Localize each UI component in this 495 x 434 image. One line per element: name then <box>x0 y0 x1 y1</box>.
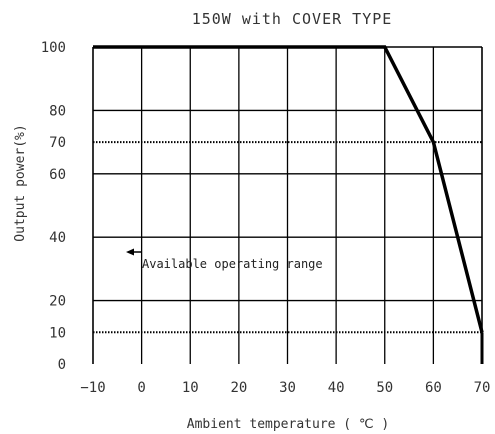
x-tick-label: 0 <box>137 380 145 396</box>
y-tick-label: 100 <box>41 40 66 56</box>
annotation-text: Available operating range <box>142 257 323 271</box>
y-tick-label: 60 <box>49 167 66 183</box>
y-axis-label: Output power(%) <box>13 124 28 241</box>
y-tick-label: 80 <box>49 103 66 119</box>
grid <box>92 46 483 364</box>
x-tick-label: 10 <box>182 380 199 396</box>
series-layer <box>93 45 484 364</box>
y-tick-label: 70 <box>49 135 66 151</box>
x-tick-label: −10 <box>80 380 105 396</box>
x-tick-label: 20 <box>230 380 247 396</box>
tick-labels: −10 0 10 20 30 40 50 60 70 0 10 20 40 60 70 80 100 <box>41 40 491 396</box>
derating-curve-line <box>93 45 484 333</box>
y-tick-label: 0 <box>58 357 66 373</box>
x-tick-label: 40 <box>328 380 345 396</box>
chart-title: 150W with COVER TYPE <box>192 10 393 28</box>
y-tick-label: 10 <box>49 325 66 341</box>
annotation-arrowhead <box>126 248 134 256</box>
y-tick-label: 40 <box>49 230 66 246</box>
x-axis-label: Ambient temperature ( ℃ ) <box>187 417 389 432</box>
operating-range-annotation: Available operating range <box>126 248 323 271</box>
x-tick-label: 50 <box>376 380 393 396</box>
x-tick-label: 70 <box>474 380 491 396</box>
x-tick-label: 60 <box>425 380 442 396</box>
x-tick-label: 30 <box>279 380 296 396</box>
y-tick-label: 20 <box>49 294 66 310</box>
